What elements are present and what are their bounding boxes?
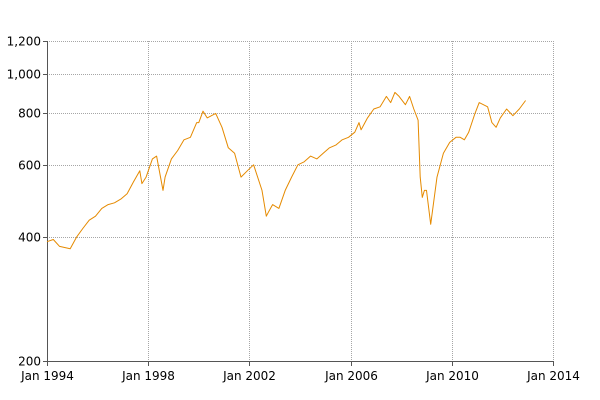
tick-labels: 200 400 600 800 1,000 1,200 Jan 1994 Jan 1998 Ja… — [7, 35, 580, 384]
x-tick-label: Jan 2014 — [526, 369, 580, 383]
x-tick-label: Jan 1994 — [20, 369, 74, 383]
x-tick-label: Jan 1998 — [121, 369, 175, 383]
x-tick-label: Jan 2002 — [222, 369, 276, 383]
y-tick-label: 600 — [18, 159, 41, 173]
y-tick-label: 400 — [18, 231, 41, 245]
x-tick-label: Jan 2010 — [425, 369, 479, 383]
y-tick-label: 1,000 — [7, 68, 41, 82]
axes — [43, 41, 554, 366]
y-tick-label: 800 — [18, 107, 41, 121]
y-tick-label: 200 — [18, 355, 41, 369]
series-line-0 — [46, 91, 527, 250]
series-lines — [46, 91, 527, 250]
x-tick-label: Jan 2006 — [324, 369, 378, 383]
gridlines — [47, 41, 554, 362]
y-tick-label: 1,200 — [7, 35, 41, 49]
